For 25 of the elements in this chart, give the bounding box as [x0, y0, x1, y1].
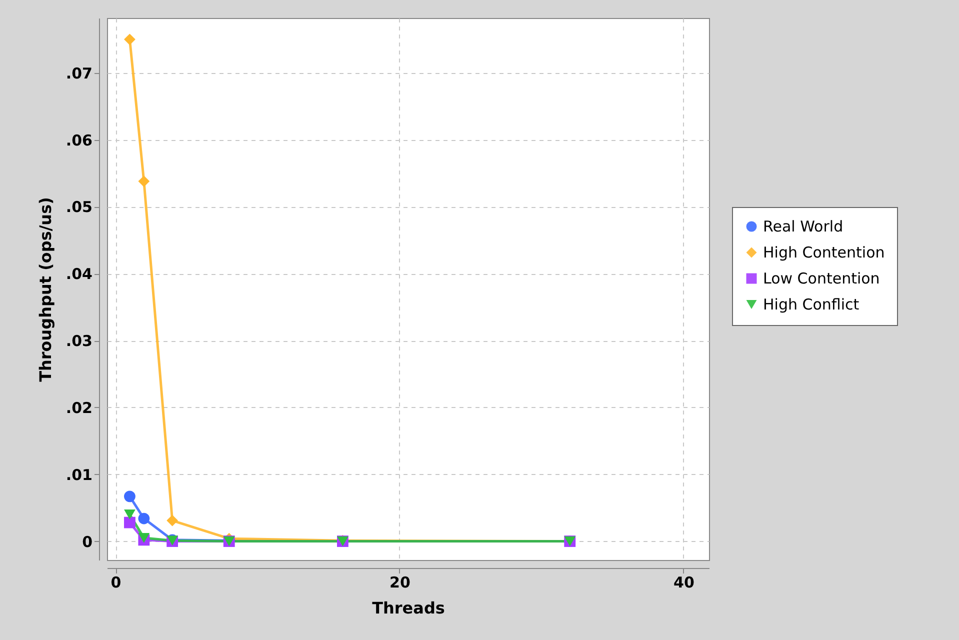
legend-label: Real World: [763, 218, 844, 236]
point: [124, 516, 136, 528]
x-tick-label: 20: [390, 574, 410, 592]
y-tick-label: .03: [66, 332, 92, 350]
y-tick-label: .06: [66, 131, 92, 150]
y-axis-title: Throughput (ops/us): [36, 197, 55, 382]
y-tick-label: 0: [82, 532, 92, 551]
y-tick-label: .05: [66, 198, 92, 216]
y-tick-label: .07: [66, 64, 92, 82]
point: [138, 532, 150, 543]
point: [124, 490, 136, 502]
point: [166, 514, 178, 526]
y-tick-label: .02: [66, 398, 92, 417]
y-tick-label: .01: [66, 466, 92, 484]
legend-label: High Contention: [763, 244, 885, 262]
legend-label: Low Contention: [763, 270, 880, 288]
point: [124, 34, 136, 46]
x-tick-label: 40: [674, 574, 694, 592]
legend-label: High Conflict: [763, 296, 860, 314]
x-axis-title: Threads: [372, 598, 445, 618]
point: [138, 512, 150, 524]
point: [138, 176, 150, 187]
point: [124, 510, 136, 520]
y-tick-label: .04: [66, 265, 92, 284]
x-tick-label: 0: [110, 574, 122, 592]
